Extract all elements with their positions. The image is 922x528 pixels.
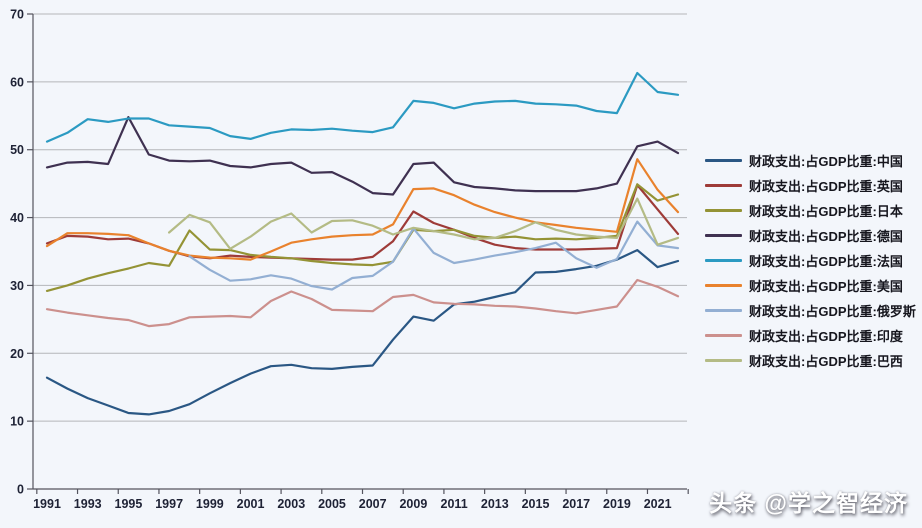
x-axis-label: 2021 xyxy=(644,497,672,511)
legend-label: 财政支出:占GDP比重:俄罗斯 xyxy=(749,304,916,319)
series-line-us xyxy=(45,158,680,261)
legend-swatch xyxy=(705,309,742,312)
legend-item-france: 财政支出:占GDP比重:法国 xyxy=(705,248,916,273)
x-axis-label: 2003 xyxy=(277,497,305,511)
x-axis-label: 1997 xyxy=(155,497,183,511)
legend-label: 财政支出:占GDP比重:英国 xyxy=(749,179,903,194)
legend-item-brazil: 财政支出:占GDP比重:巴西 xyxy=(705,348,916,373)
y-axis-label: 50 xyxy=(10,143,24,157)
legend-swatch xyxy=(705,159,742,162)
x-axis-label: 2005 xyxy=(318,497,346,511)
series-line-china xyxy=(45,249,680,416)
legend-item-china: 财政支出:占GDP比重:中国 xyxy=(705,148,916,173)
y-axis-label: 70 xyxy=(10,8,24,22)
y-axis-label: 60 xyxy=(10,75,24,89)
y-axis-label: 10 xyxy=(10,415,24,429)
x-axis-label: 2019 xyxy=(603,497,631,511)
x-axis-label: 2007 xyxy=(359,497,387,511)
legend-label: 财政支出:占GDP比重:巴西 xyxy=(749,354,903,369)
legend-label: 财政支出:占GDP比重:美国 xyxy=(749,279,903,294)
legend-label: 财政支出:占GDP比重:印度 xyxy=(749,329,903,344)
series-line-japan xyxy=(45,183,680,292)
series-line-france xyxy=(45,71,680,143)
legend-swatch xyxy=(705,234,742,237)
legend-item-uk: 财政支出:占GDP比重:英国 xyxy=(705,173,916,198)
legend-swatch xyxy=(705,184,742,187)
legend-item-japan: 财政支出:占GDP比重:日本 xyxy=(705,198,916,223)
legend-swatch xyxy=(705,259,742,262)
x-axis-label: 2017 xyxy=(562,497,590,511)
x-axis-label: 1993 xyxy=(74,497,102,511)
x-axis-label: 1999 xyxy=(196,497,224,511)
legend-item-india: 财政支出:占GDP比重:印度 xyxy=(705,323,916,348)
x-axis-label: 2001 xyxy=(237,497,265,511)
x-axis-label: 1995 xyxy=(115,497,143,511)
legend-label: 财政支出:占GDP比重:中国 xyxy=(749,154,903,169)
y-axis-label: 40 xyxy=(10,211,24,225)
legend-item-us: 财政支出:占GDP比重:美国 xyxy=(705,273,916,298)
y-axis-label: 0 xyxy=(17,483,24,497)
y-axis-label: 30 xyxy=(10,279,24,293)
series-line-brazil xyxy=(168,197,680,250)
y-axis-label: 20 xyxy=(10,347,24,361)
watermark: 头条 @学之智经济 xyxy=(709,490,908,516)
legend-label: 财政支出:占GDP比重:日本 xyxy=(749,204,903,219)
legend-swatch xyxy=(705,284,742,287)
x-axis-label: 2015 xyxy=(522,497,550,511)
x-axis-label: 2009 xyxy=(399,497,427,511)
x-axis-label: 1991 xyxy=(33,497,61,511)
legend-label: 财政支出:占GDP比重:法国 xyxy=(749,254,903,269)
series-line-india xyxy=(45,278,680,328)
x-axis-label: 2013 xyxy=(481,497,509,511)
legend-item-russia: 财政支出:占GDP比重:俄罗斯 xyxy=(705,298,916,323)
legend-swatch xyxy=(705,359,742,362)
x-axis-label: 2011 xyxy=(441,497,468,511)
series-line-russia xyxy=(188,220,680,291)
legend-item-germany: 财政支出:占GDP比重:德国 xyxy=(705,223,916,248)
series-line-germany xyxy=(45,115,680,196)
legend-swatch xyxy=(705,334,742,337)
legend-swatch xyxy=(705,209,742,212)
legend-label: 财政支出:占GDP比重:德国 xyxy=(749,229,903,244)
legend: 财政支出:占GDP比重:中国 财政支出:占GDP比重:英国 财政支出:占GDP比重:… xyxy=(705,148,916,373)
